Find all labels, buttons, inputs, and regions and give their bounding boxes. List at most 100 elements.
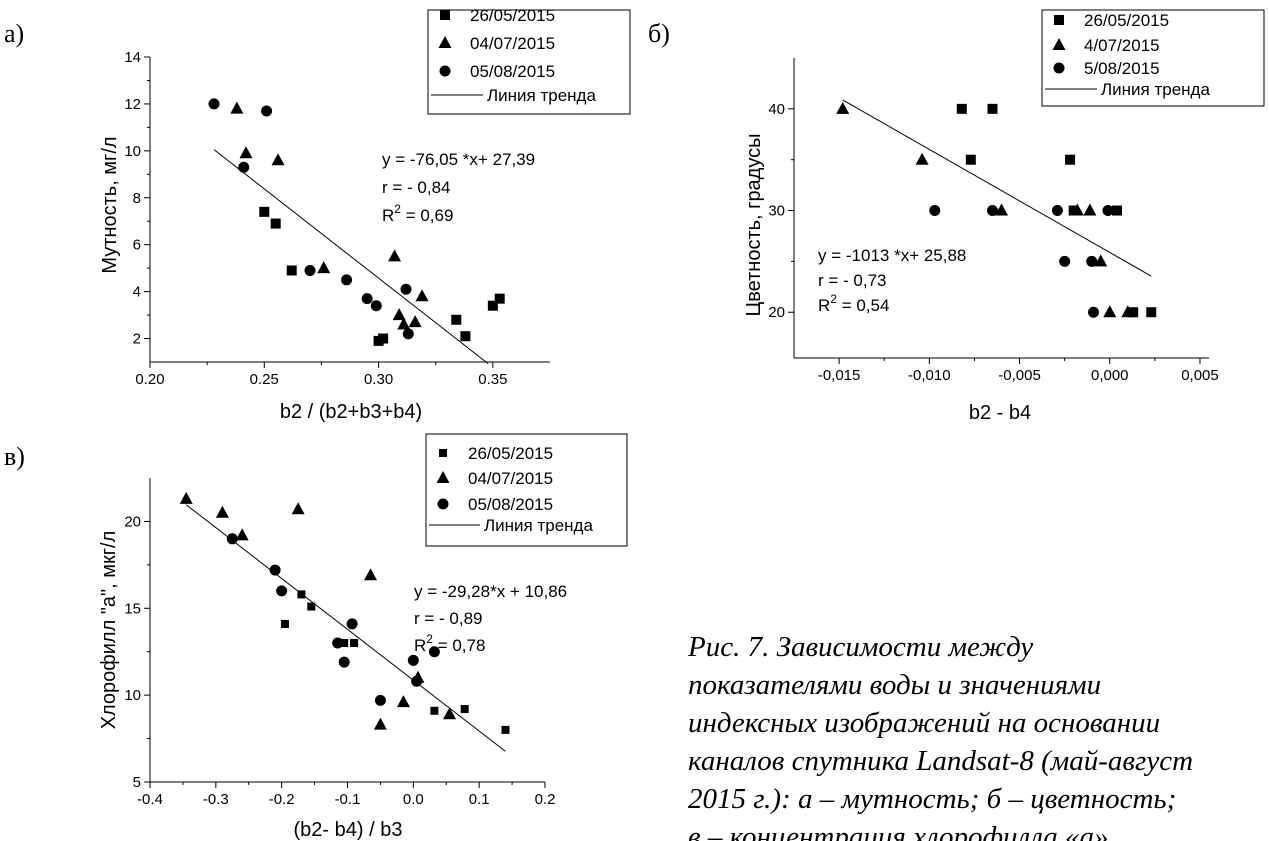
data-point — [332, 637, 344, 649]
data-point — [392, 308, 406, 321]
legend-label: 4/07/2015 — [1084, 36, 1160, 55]
r-squared-value: = 0,78 — [433, 636, 485, 655]
legend-marker — [439, 65, 451, 77]
data-point — [307, 602, 316, 611]
data-point — [1083, 203, 1097, 216]
trend-equation: y = -76,05 *x+ 27,39 — [382, 150, 535, 169]
legend-marker — [1054, 15, 1064, 25]
legend-label: Линия тренда — [484, 516, 593, 535]
y-tick-label: 10 — [124, 687, 141, 704]
caption-line-2: показателями воды и значениями — [688, 669, 1102, 701]
data-point — [407, 654, 419, 666]
r-squared-symbol: R — [414, 636, 426, 655]
data-point — [340, 639, 349, 648]
chart-panel-3: в) -0.4 -0.3 -0.2 -0.1 0.0 0.1 0.2 5 10 15 20 (b2- b… — [4, 433, 628, 841]
data-point — [501, 725, 510, 734]
data-point — [361, 293, 373, 305]
data-point — [291, 502, 305, 515]
data-point — [396, 695, 410, 708]
series-3 — [208, 98, 414, 340]
r-squared-superscript: 2 — [830, 292, 837, 306]
data-point — [270, 218, 281, 229]
x-tick-label: -0,005 — [998, 367, 1041, 384]
panel-letter: в) — [4, 442, 25, 471]
x-tick-label: -0,015 — [818, 367, 861, 384]
data-point — [230, 101, 244, 114]
data-point — [286, 265, 297, 276]
data-point — [338, 656, 350, 668]
data-point — [408, 315, 422, 328]
data-point — [1051, 205, 1063, 217]
x-tick-label: -0.4 — [137, 791, 163, 808]
legend-box — [425, 433, 628, 547]
r-squared-superscript: 2 — [394, 202, 401, 216]
data-point — [1094, 254, 1108, 267]
x-axis-label: (b2- b4) / b3 — [294, 819, 403, 841]
data-point — [215, 505, 229, 518]
data-point — [1088, 306, 1100, 318]
data-point — [378, 333, 389, 344]
data-point — [346, 618, 358, 630]
x-tick-label: 0.25 — [250, 371, 279, 388]
x-tick-label: 0.2 — [535, 791, 556, 808]
r-squared-symbol: R — [818, 296, 830, 315]
x-tick-label: 0,005 — [1181, 367, 1219, 384]
data-point — [297, 590, 306, 599]
data-point — [400, 283, 412, 295]
legend-label: Линия тренда — [487, 86, 596, 105]
y-tick-label: 14 — [124, 49, 141, 66]
data-point — [269, 564, 281, 576]
panel-letter: а) — [4, 19, 24, 48]
x-tick-label: -0.1 — [335, 791, 361, 808]
data-point — [259, 206, 270, 217]
data-point — [1070, 203, 1084, 216]
data-point — [341, 274, 353, 286]
data-point — [261, 105, 273, 117]
data-point — [1059, 255, 1071, 267]
data-point — [304, 265, 316, 276]
data-point — [397, 317, 411, 330]
caption-line-3: индексных изображений на основании — [688, 707, 1161, 739]
data-point — [494, 293, 505, 304]
x-tick-label: 0.1 — [469, 791, 490, 808]
r-squared-symbol: R — [382, 206, 394, 225]
data-point — [370, 300, 382, 312]
y-tick-label: 10 — [124, 143, 141, 160]
legend-marker — [439, 449, 447, 457]
trend-equation: y = -29,28*x + 10,86 — [414, 582, 567, 601]
correlation-r: r = - 0,89 — [414, 609, 483, 628]
series-2 — [230, 101, 429, 330]
legend: 26/05/2015 04/07/2015 05/08/2015 Линия трен… — [427, 6, 631, 115]
y-tick-label: 15 — [124, 600, 141, 617]
data-point — [374, 694, 386, 706]
data-point — [364, 568, 378, 581]
figure-caption: Рис. 7. Зависимости между показателями в… — [688, 628, 1263, 841]
data-point — [179, 491, 193, 504]
data-point — [411, 675, 423, 687]
caption-line-1: Рис. 7. Зависимости между — [688, 631, 1034, 663]
caption-line-5: 2015 г.): а – мутность; б – цветность; — [688, 783, 1177, 815]
legend-label: 26/05/2015 — [1084, 11, 1169, 30]
legend-label: 26/05/2015 — [470, 6, 555, 25]
legend-marker — [438, 36, 452, 48]
legend-label: 05/08/2015 — [468, 495, 553, 514]
data-point — [986, 205, 998, 217]
data-point — [317, 261, 331, 274]
legend-marker — [437, 498, 449, 510]
data-point — [350, 639, 359, 648]
data-point — [373, 717, 387, 730]
series-1 — [280, 590, 510, 734]
data-point — [836, 101, 850, 114]
data-point — [487, 300, 498, 311]
data-point — [929, 205, 941, 217]
y-tick-label: 12 — [124, 96, 141, 113]
r-squared-value: = 0,54 — [837, 296, 889, 315]
legend: 26/05/2015 4/07/2015 5/08/2015 Линия тренда — [1041, 9, 1265, 107]
caption-line-6: в – концентрация хлорофилла «а» — [688, 821, 1109, 841]
x-tick-label: 0.30 — [364, 371, 393, 388]
legend-box — [1041, 9, 1265, 107]
y-tick-label: 40 — [768, 101, 785, 118]
data-point — [208, 98, 220, 110]
chart-panel-2: б) -0,015 -0,010 -0,005 0,000 0,005 20 30 40 b2 -… — [648, 9, 1265, 424]
